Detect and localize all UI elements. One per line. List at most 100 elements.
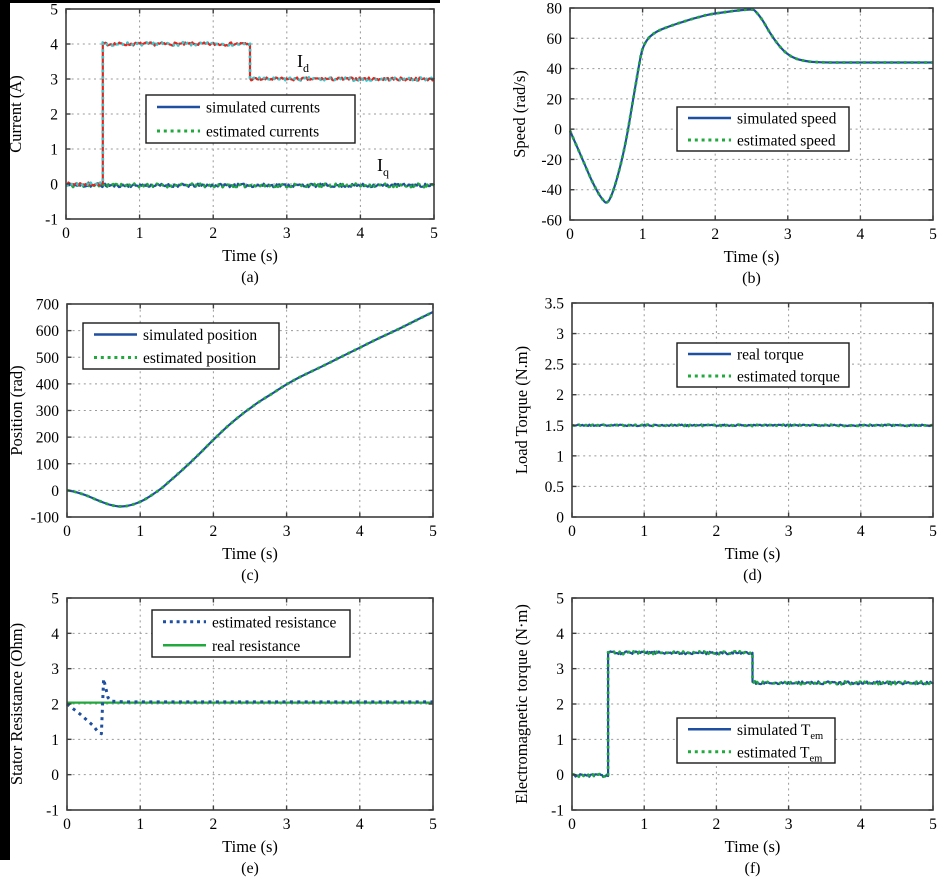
y-tick-label: 20 bbox=[547, 91, 563, 108]
x-tick-label: 0 bbox=[568, 816, 576, 833]
legend-entry-label: simulated speed bbox=[737, 111, 837, 128]
subplot-caption: (b) bbox=[742, 270, 761, 287]
y-tick-label: 0 bbox=[51, 483, 59, 500]
x-tick-label: 5 bbox=[929, 816, 937, 833]
x-axis-label: Time (s) bbox=[222, 544, 278, 563]
x-axis-label: Time (s) bbox=[222, 837, 278, 856]
legend-entry-label: simulated currents bbox=[206, 100, 320, 117]
x-tick-label: 4 bbox=[857, 816, 865, 833]
y-tick-label: -60 bbox=[541, 213, 562, 230]
plot-border bbox=[569, 7, 934, 221]
x-tick-label: 1 bbox=[136, 816, 144, 833]
y-tick-label: -20 bbox=[541, 152, 562, 169]
x-tick-label: 0 bbox=[62, 225, 70, 242]
legend-entry-label: real torque bbox=[737, 347, 804, 364]
x-tick-label: 0 bbox=[566, 226, 574, 243]
x-axis-label: Time (s) bbox=[725, 544, 781, 563]
x-tick-label: 4 bbox=[356, 816, 364, 833]
legend-entry-label: real resistance bbox=[212, 638, 300, 655]
x-tick-label: 0 bbox=[63, 523, 71, 540]
y-axis-label: Electromagnetic torque (N·m) bbox=[512, 604, 531, 804]
y-tick-label: 5 bbox=[556, 591, 564, 608]
x-tick-label: 2 bbox=[711, 226, 719, 243]
legend-entry-label: estimated torque bbox=[737, 369, 840, 386]
legend-entry-label: estimated position bbox=[143, 350, 256, 367]
x-tick-label: 4 bbox=[857, 226, 865, 243]
series-real-torque bbox=[572, 423, 934, 428]
y-tick-label: 4 bbox=[51, 626, 59, 643]
y-tick-label: 0 bbox=[556, 767, 564, 784]
x-tick-label: 1 bbox=[639, 226, 647, 243]
y-tick-label: 0 bbox=[554, 122, 562, 139]
y-axis-label: Load Torque (N.m) bbox=[512, 346, 531, 474]
legend-box bbox=[82, 322, 280, 370]
chart-d: 0 1 2 3 4 5 0 0.5 1 1.5 2 2.5 3 3.5 Time (s) (d) Load To… bbox=[512, 296, 937, 585]
y-tick-label: 4 bbox=[50, 37, 58, 54]
series-estimated-id bbox=[65, 41, 435, 187]
x-axis-label: Time (s) bbox=[724, 247, 780, 266]
y-tick-label: 2 bbox=[51, 697, 59, 714]
y-tick-label: 2.5 bbox=[545, 357, 565, 374]
y-tick-label: 700 bbox=[36, 297, 60, 314]
series-estimated-speed bbox=[569, 8, 933, 205]
legend-entry-label: estimated currents bbox=[206, 124, 319, 141]
x-tick-label: 3 bbox=[283, 523, 291, 540]
subplot-caption: (c) bbox=[241, 567, 259, 584]
legend-box bbox=[151, 609, 351, 658]
legend-box bbox=[676, 106, 850, 152]
y-tick-label: 200 bbox=[36, 430, 60, 447]
y-tick-label: 0.5 bbox=[545, 479, 565, 496]
legend-box bbox=[145, 94, 356, 144]
y-tick-label: 500 bbox=[36, 350, 60, 367]
y-axis-label: Position (rad) bbox=[7, 365, 26, 455]
y-tick-label: 3 bbox=[556, 661, 564, 678]
y-tick-label: -1 bbox=[551, 803, 564, 820]
y-tick-label: 60 bbox=[547, 31, 563, 48]
chart-b: 0 1 2 3 4 5 -60 -40 -20 0 20 40 60 80 Time (s) (b) Speed… bbox=[510, 1, 937, 288]
x-tick-label: 1 bbox=[136, 225, 144, 242]
x-tick-label: 2 bbox=[209, 225, 217, 242]
y-tick-label: -100 bbox=[31, 510, 60, 527]
y-tick-label: 3 bbox=[556, 326, 564, 343]
subplot-caption: (f) bbox=[745, 860, 761, 877]
legend-box bbox=[676, 717, 836, 764]
y-tick-label: 80 bbox=[547, 1, 563, 18]
subplot-caption: (e) bbox=[241, 860, 259, 877]
y-tick-label: 0 bbox=[556, 510, 564, 527]
legend-box bbox=[676, 342, 850, 388]
y-tick-label: 5 bbox=[51, 591, 59, 608]
x-axis-label: Time (s) bbox=[222, 246, 278, 265]
x-tick-label: 2 bbox=[210, 816, 218, 833]
y-tick-label: 100 bbox=[36, 456, 60, 473]
subplot-caption: (a) bbox=[241, 269, 259, 286]
y-tick-label: -1 bbox=[46, 803, 59, 820]
y-tick-label: 1 bbox=[556, 732, 564, 749]
y-tick-label: 40 bbox=[547, 61, 563, 78]
series-estimated-tem bbox=[571, 650, 934, 779]
y-tick-label: 300 bbox=[36, 403, 60, 420]
x-tick-label: 3 bbox=[283, 225, 291, 242]
x-tick-label: 4 bbox=[857, 523, 865, 540]
y-tick-label: 0 bbox=[50, 177, 58, 194]
scan-edge-artifact bbox=[0, 0, 440, 3]
legend-entry-label: estimated Tem bbox=[737, 744, 822, 764]
x-tick-label: 0 bbox=[568, 523, 576, 540]
x-tick-label: 5 bbox=[429, 816, 437, 833]
x-tick-label: 5 bbox=[929, 523, 937, 540]
legend-entry-label: simulated Tem bbox=[737, 722, 823, 742]
subplot-caption: (d) bbox=[743, 567, 762, 584]
y-tick-label: 3 bbox=[51, 661, 59, 678]
y-tick-label: 2 bbox=[556, 387, 564, 404]
y-axis-label: Speed (rad/s) bbox=[510, 70, 529, 158]
y-axis-label: Current (A) bbox=[6, 75, 25, 152]
y-tick-label: 5 bbox=[50, 2, 58, 19]
x-tick-label: 1 bbox=[136, 523, 144, 540]
x-tick-label: 5 bbox=[929, 226, 937, 243]
x-tick-label: 3 bbox=[785, 816, 793, 833]
